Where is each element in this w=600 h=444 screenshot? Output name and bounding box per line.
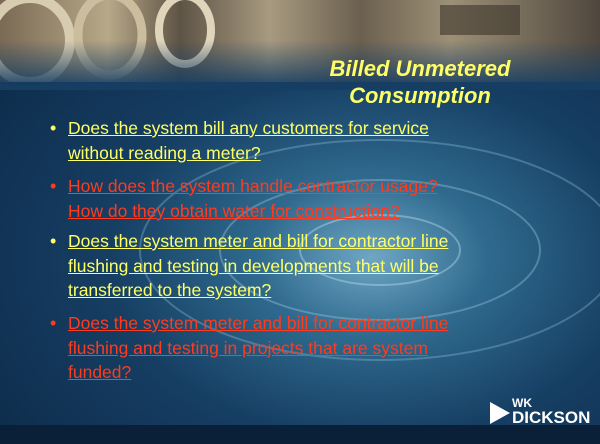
bullet-line: Does the system meter and bill for contr… [68,229,570,254]
bullet-dot: • [50,174,56,199]
bullet-line: Does the system bill any customers for s… [68,116,570,141]
slide-title: Billed Unmetered [270,56,570,82]
bullet-item: • How does the system handle contractor u… [50,174,570,223]
logo: WK DICKSON [488,396,588,430]
bullet-line: flushing and testing in projects that ar… [68,336,570,361]
bullet-item: • Does the system meter and bill for cont… [50,311,570,385]
bullet-item: • Does the system meter and bill for cont… [50,229,570,303]
bullet-line: without reading a meter? [68,141,570,166]
slide: Billed UnmeteredConsumption • Does the sys… [0,0,600,444]
bullet-line: funded? [68,360,570,385]
bullet-line: flushing and testing in developments tha… [68,254,570,279]
logo-bottom: DICKSON [512,408,590,428]
bullet-line: How do they obtain water for constructio… [68,199,570,224]
logo-mark [488,400,512,426]
bullet-item: • Does the system bill any customers for … [50,116,570,165]
bullet-line: transferred to the system? [68,278,570,303]
bullet-dot: • [50,116,56,141]
bullet-dot: • [50,311,56,336]
slide-title: Consumption [270,83,570,109]
bullet-line: Does the system meter and bill for contr… [68,311,570,336]
bullet-line: How does the system handle contractor us… [68,174,570,199]
bullet-dot: • [50,229,56,254]
